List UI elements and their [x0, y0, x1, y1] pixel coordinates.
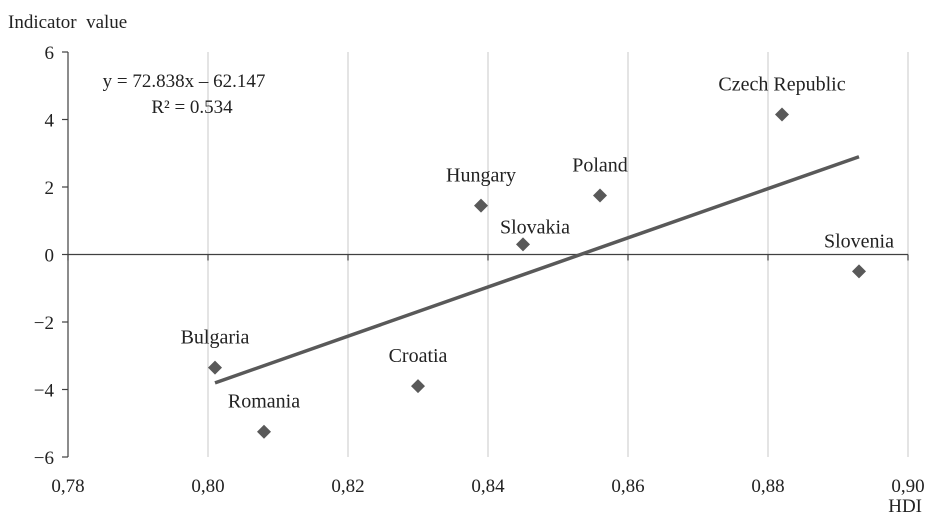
x-tick-label: 0,84 [471, 476, 505, 497]
data-points [208, 107, 866, 439]
data-point-marker [257, 424, 271, 439]
x-tick-label: 0,88 [751, 476, 784, 497]
data-point-label: Slovakia [500, 216, 570, 238]
data-point-marker [208, 360, 222, 375]
y-tick-label: 0 [45, 246, 55, 267]
point-labels: Bulgaria Romania Croatia Hungary Slovakia Pol… [181, 73, 895, 412]
y-tick-label: 6 [45, 43, 55, 64]
data-point-label: Bulgaria [181, 327, 250, 349]
x-tick-label: 0,78 [51, 476, 84, 497]
data-point-label: Hungary [446, 165, 516, 187]
y-tick-label: −2 [34, 313, 54, 334]
data-point-marker [516, 237, 530, 252]
y-tick-label: −6 [34, 448, 54, 469]
x-axis-title: HDI [888, 496, 922, 517]
x-tick-label: 0,82 [331, 476, 364, 497]
data-point-label: Slovenia [824, 230, 894, 252]
axis-text: Indicator value HDI y = 72.838x – 62.147… [8, 12, 925, 517]
trendline-equation: y = 72.838x – 62.147 [103, 71, 266, 92]
data-point-marker [852, 264, 866, 279]
data-point-marker [775, 107, 789, 122]
y-axis-title: Indicator value [8, 12, 127, 33]
x-tick-label: 0,80 [191, 476, 224, 497]
x-tick-label: 0,86 [611, 476, 644, 497]
data-point-marker [593, 188, 607, 203]
data-point-label: Romania [228, 391, 300, 413]
y-tick-label: 4 [45, 111, 55, 132]
y-tick-label: 2 [45, 178, 55, 199]
data-point-label: Poland [572, 154, 628, 176]
trendline-r-squared: R² = 0.534 [151, 97, 233, 118]
trendline-layer [214, 155, 860, 385]
trendline [214, 155, 860, 385]
axes [62, 51, 909, 458]
data-point-label: Croatia [389, 345, 448, 367]
data-point-label: Czech Republic [718, 73, 845, 95]
data-point-marker [411, 379, 425, 394]
data-point-marker [474, 198, 488, 213]
x-tick-label: 0,90 [891, 476, 924, 497]
y-tick-label: −4 [34, 381, 55, 402]
